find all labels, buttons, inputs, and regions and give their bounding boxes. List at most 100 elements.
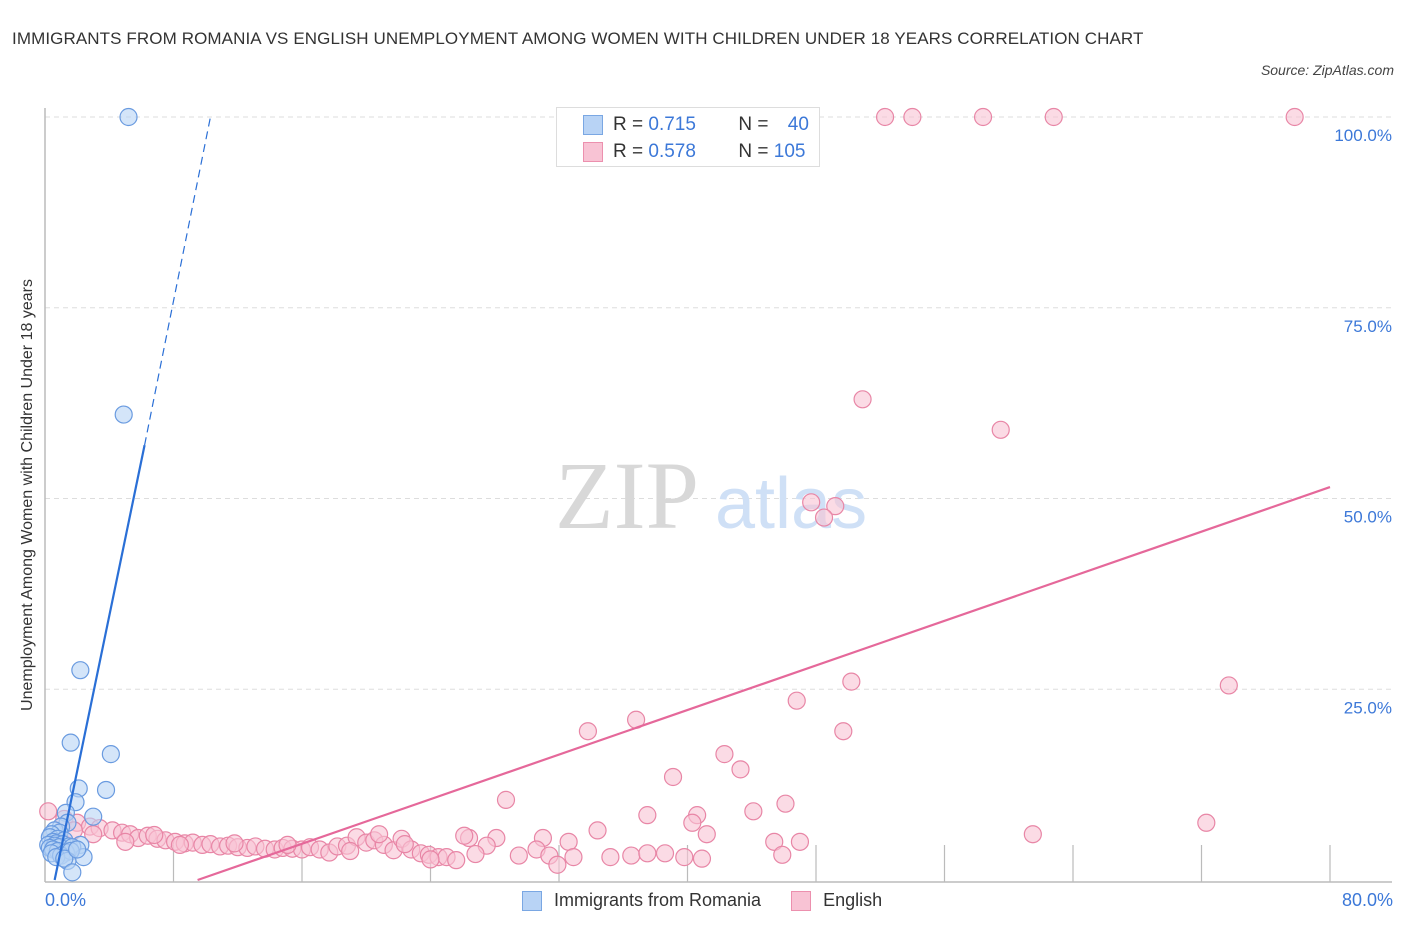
series-romania-points xyxy=(39,107,138,882)
data-point[interactable] xyxy=(973,107,993,127)
data-point[interactable] xyxy=(421,850,440,869)
data-point[interactable] xyxy=(101,745,120,764)
romania-swatch-icon xyxy=(583,115,603,135)
source-label: Source: ZipAtlas.com xyxy=(1260,62,1394,78)
data-point[interactable] xyxy=(170,835,190,855)
x-max-label: 80.0% xyxy=(1341,890,1393,910)
data-point[interactable] xyxy=(509,846,528,865)
legend: Immigrants from Romania English xyxy=(522,890,912,911)
english-legend-swatch-icon xyxy=(791,890,812,911)
data-point[interactable] xyxy=(765,832,784,851)
data-point[interactable] xyxy=(991,420,1010,439)
r-value: 0.578 xyxy=(648,141,696,162)
data-point[interactable] xyxy=(1285,107,1304,127)
data-point[interactable] xyxy=(802,493,821,512)
y-tick-label: 50.0% xyxy=(1344,508,1392,527)
n-label: N = xyxy=(738,141,769,162)
data-point[interactable] xyxy=(496,790,516,809)
r-label: R = xyxy=(613,114,644,135)
watermark: ZIP atlas xyxy=(555,442,867,549)
n-label: N = xyxy=(738,114,769,135)
trend-lines xyxy=(53,116,1331,882)
data-point[interactable] xyxy=(731,760,750,779)
data-point[interactable] xyxy=(548,855,567,874)
data-point[interactable] xyxy=(1044,107,1063,127)
data-point[interactable] xyxy=(564,848,583,867)
romania-legend-swatch-icon xyxy=(522,890,542,911)
data-point[interactable] xyxy=(96,780,116,800)
n-value: 105 xyxy=(773,141,806,162)
data-point[interactable] xyxy=(39,802,58,821)
data-point[interactable] xyxy=(341,841,360,861)
data-point[interactable] xyxy=(842,672,861,691)
data-point[interactable] xyxy=(834,722,853,741)
data-point[interactable] xyxy=(119,107,138,127)
data-point[interactable] xyxy=(638,844,657,863)
trend-line-romania xyxy=(53,444,146,881)
y-tick-label: 75.0% xyxy=(1344,317,1392,336)
r-value: 0.715 xyxy=(648,114,696,135)
data-point[interactable] xyxy=(622,846,641,865)
data-point[interactable] xyxy=(116,832,135,851)
data-point[interactable] xyxy=(559,832,578,851)
data-point[interactable] xyxy=(814,508,834,527)
data-point[interactable] xyxy=(697,825,716,844)
data-point[interactable] xyxy=(1219,676,1238,695)
watermark-zip: ZIP xyxy=(555,442,699,549)
trend-line-english xyxy=(197,486,1331,882)
data-point[interactable] xyxy=(466,844,485,864)
data-point[interactable] xyxy=(370,825,389,844)
data-point[interactable] xyxy=(145,825,164,845)
data-point[interactable] xyxy=(1197,813,1216,832)
data-point[interactable] xyxy=(663,767,683,787)
data-point[interactable] xyxy=(683,813,702,832)
data-point[interactable] xyxy=(715,745,734,764)
r-label: R = xyxy=(613,141,644,162)
n-value: 40 xyxy=(787,114,809,135)
legend-item-english[interactable]: English xyxy=(791,890,882,911)
chart-title: IMMIGRANTS FROM ROMANIA VS ENGLISH UNEMP… xyxy=(12,29,1144,48)
data-point[interactable] xyxy=(655,844,675,863)
data-point[interactable] xyxy=(790,832,810,851)
data-point[interactable] xyxy=(68,840,87,859)
data-point[interactable] xyxy=(1023,825,1042,844)
data-point[interactable] xyxy=(692,849,712,868)
legend-item-romania[interactable]: Immigrants from Romania xyxy=(522,890,761,911)
data-point[interactable] xyxy=(826,497,845,516)
data-point[interactable] xyxy=(853,390,872,409)
english-swatch-icon xyxy=(583,142,603,162)
data-point[interactable] xyxy=(84,807,103,826)
correlation-stats-box: R = 0.715 N = 40 R = 0.578 N = 105 xyxy=(556,107,820,167)
data-point[interactable] xyxy=(447,851,466,870)
legend-label-romania: Immigrants from Romania xyxy=(554,890,762,910)
data-point[interactable] xyxy=(744,802,763,821)
stats-row-romania: R = 0.715 N = 40 xyxy=(583,112,809,138)
x-min-label: 0.0% xyxy=(45,890,87,910)
y-tick-labels: 100.0% 75.0% 50.0% 25.0% xyxy=(1334,126,1392,717)
trend-line-romania-extension xyxy=(143,116,212,446)
data-point[interactable] xyxy=(578,722,598,741)
data-point[interactable] xyxy=(601,848,620,867)
data-point[interactable] xyxy=(71,661,90,680)
data-point[interactable] xyxy=(61,733,80,752)
y-tick-label: 100.0% xyxy=(1334,126,1392,145)
data-point[interactable] xyxy=(114,405,133,424)
data-point[interactable] xyxy=(395,835,414,854)
stats-row-english: R = 0.578 N = 105 xyxy=(583,139,805,165)
data-point[interactable] xyxy=(675,848,694,867)
data-point[interactable] xyxy=(225,834,244,853)
data-point[interactable] xyxy=(875,107,895,127)
data-point[interactable] xyxy=(787,691,806,710)
data-point[interactable] xyxy=(638,806,657,825)
y-tick-label: 25.0% xyxy=(1344,698,1392,717)
data-point[interactable] xyxy=(776,794,795,813)
data-point[interactable] xyxy=(903,107,922,127)
data-point[interactable] xyxy=(773,845,792,864)
data-point[interactable] xyxy=(63,863,82,882)
watermark-atlas: atlas xyxy=(715,464,867,544)
data-point[interactable] xyxy=(455,826,474,845)
data-point[interactable] xyxy=(588,821,607,840)
gridlines xyxy=(45,116,1392,690)
legend-label-english: English xyxy=(823,890,883,910)
